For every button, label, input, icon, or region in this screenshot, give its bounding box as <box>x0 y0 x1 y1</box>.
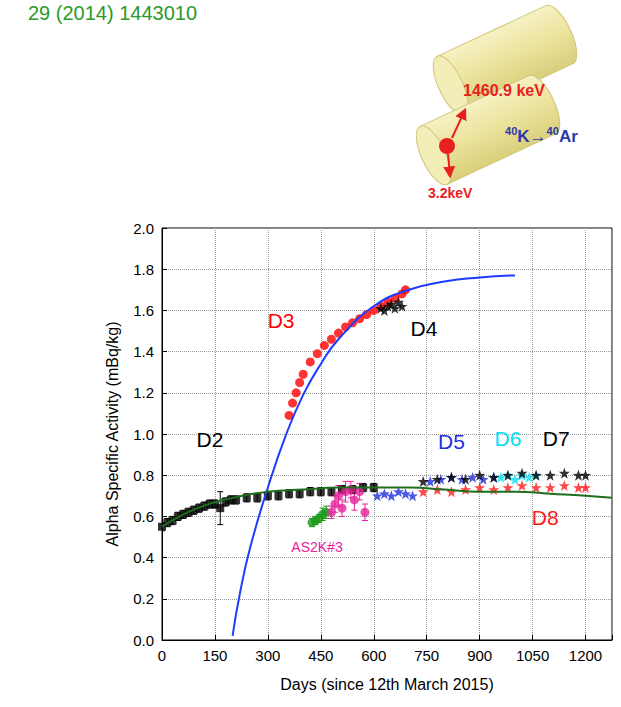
svg-text:D5: D5 <box>438 430 465 453</box>
svg-text:2.0: 2.0 <box>133 220 154 237</box>
svg-text:0.6: 0.6 <box>133 508 154 525</box>
svg-text:D8: D8 <box>532 506 559 529</box>
svg-text:D4: D4 <box>411 317 438 340</box>
svg-text:D6: D6 <box>494 427 521 450</box>
svg-text:1.6: 1.6 <box>133 302 154 319</box>
svg-text:1.8: 1.8 <box>133 261 154 278</box>
svg-text:900: 900 <box>467 647 492 664</box>
svg-text:Alpha Specific Activity (mBq/k: Alpha Specific Activity (mBq/kg) <box>104 322 121 547</box>
svg-text:1200: 1200 <box>569 647 602 664</box>
svg-text:600: 600 <box>361 647 386 664</box>
svg-text:750: 750 <box>414 647 439 664</box>
svg-text:450: 450 <box>308 647 333 664</box>
svg-text:0.8: 0.8 <box>133 467 154 484</box>
svg-text:0.2: 0.2 <box>133 590 154 607</box>
svg-text:1.4: 1.4 <box>133 343 154 360</box>
svg-text:0: 0 <box>158 647 166 664</box>
svg-text:1050: 1050 <box>516 647 549 664</box>
svg-text:0.4: 0.4 <box>133 549 154 566</box>
svg-text:300: 300 <box>255 647 280 664</box>
html-text:3.2keV: 3.2keV <box>428 185 473 201</box>
html-text:40K→40Ar: 40K→40Ar <box>505 125 578 146</box>
svg-text:1.0: 1.0 <box>133 426 154 443</box>
svg-text:D2: D2 <box>197 428 224 451</box>
svg-text:D3: D3 <box>268 309 295 332</box>
svg-text:150: 150 <box>202 647 227 664</box>
svg-text:D7: D7 <box>543 427 570 450</box>
svg-text:1.2: 1.2 <box>133 384 154 401</box>
svg-text:AS2K#3: AS2K#3 <box>291 539 343 555</box>
svg-text:0.0: 0.0 <box>133 632 154 649</box>
svg-text:Days (since 12th March 2015): Days (since 12th March 2015) <box>280 676 493 693</box>
html-text:1460.9 keV: 1460.9 keV <box>463 82 545 99</box>
html-text:29 (2014) 1443010: 29 (2014) 1443010 <box>28 2 197 24</box>
